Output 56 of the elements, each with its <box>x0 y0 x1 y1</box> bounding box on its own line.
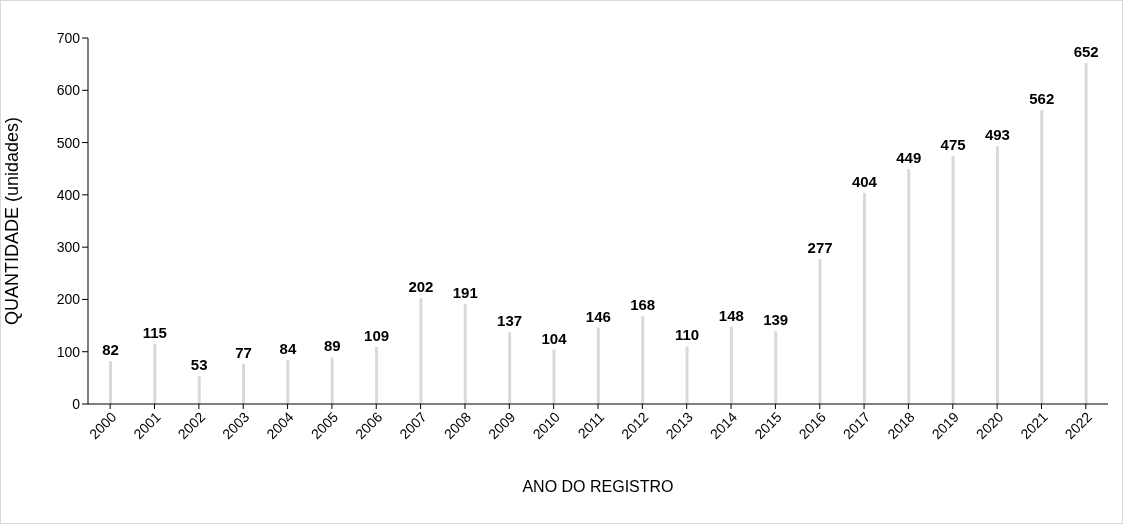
bar <box>596 327 600 404</box>
data-label: 475 <box>940 135 966 153</box>
data-label: 562 <box>1029 90 1055 108</box>
y-tick-label: 300 <box>56 239 81 256</box>
y-tick-label: 400 <box>56 186 81 203</box>
bar <box>109 361 112 404</box>
bar <box>641 316 645 404</box>
data-label: 77 <box>235 343 252 361</box>
data-label: 89 <box>323 337 341 355</box>
data-label: 202 <box>408 278 434 296</box>
y-axis-title: QUANTIDADE (unidades) <box>2 116 23 326</box>
data-label: 139 <box>763 311 789 329</box>
bar <box>907 169 911 404</box>
data-label: 277 <box>807 239 833 257</box>
data-label: 104 <box>541 329 568 347</box>
bar <box>729 326 733 404</box>
data-label: 191 <box>452 284 478 302</box>
y-tick-label: 600 <box>56 82 81 99</box>
bar <box>286 360 290 404</box>
data-label: 168 <box>630 296 656 314</box>
data-label: 146 <box>585 307 611 325</box>
x-axis-title: ANO DO REGISTRO <box>522 478 674 495</box>
data-label: 148 <box>718 306 744 324</box>
bar <box>685 346 689 404</box>
bar <box>1040 110 1044 404</box>
bar <box>818 259 822 404</box>
bar <box>375 347 379 404</box>
bar <box>862 192 866 404</box>
bar <box>419 298 423 404</box>
bar <box>995 146 999 404</box>
data-label: 115 <box>142 323 167 341</box>
bar <box>774 331 778 404</box>
bar <box>463 304 467 404</box>
bar <box>508 332 512 404</box>
bar <box>552 349 556 404</box>
y-tick-label: 200 <box>56 291 81 308</box>
y-tick-label: 0 <box>72 395 81 412</box>
data-label: 493 <box>984 126 1010 144</box>
data-label: 110 <box>674 326 700 344</box>
y-tick-label: 100 <box>56 343 81 360</box>
data-label: 84 <box>279 340 297 358</box>
data-label: 449 <box>896 149 922 167</box>
data-label: 404 <box>851 172 878 190</box>
bar <box>1084 63 1088 404</box>
data-label: 652 <box>1073 43 1099 61</box>
data-label: 137 <box>497 312 523 330</box>
bar <box>197 376 201 404</box>
data-label: 53 <box>190 356 208 374</box>
bar <box>242 363 246 404</box>
bar <box>153 343 157 404</box>
data-label: 109 <box>364 327 390 345</box>
bar <box>330 357 334 404</box>
y-tick-label: 500 <box>56 134 81 151</box>
data-label: 82 <box>102 341 119 359</box>
bar <box>951 155 955 404</box>
y-tick-label: 700 <box>56 29 81 46</box>
